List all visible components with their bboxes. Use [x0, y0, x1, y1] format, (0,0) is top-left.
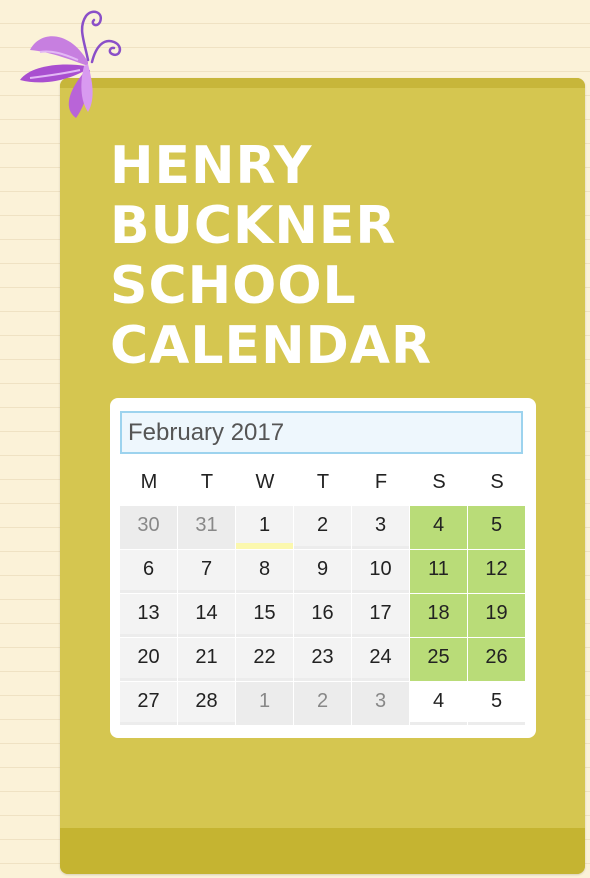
weekday-label: M [120, 460, 178, 504]
weekday-label: S [468, 460, 526, 504]
day-cell[interactable]: 4 [410, 682, 467, 725]
day-cell[interactable]: 11 [410, 550, 467, 593]
panel-bottom-strip [60, 828, 585, 874]
day-cell[interactable]: 25 [410, 638, 467, 681]
day-cell[interactable]: 15 [236, 594, 293, 637]
day-cell[interactable]: 5 [468, 682, 525, 725]
day-cell[interactable]: 1 [236, 506, 293, 549]
day-cell[interactable]: 17 [352, 594, 409, 637]
day-cell[interactable]: 21 [178, 638, 235, 681]
day-cell[interactable]: 4 [410, 506, 467, 549]
day-cell[interactable]: 2 [294, 506, 351, 549]
page-title: HENRY BUCKNER SCHOOL CALENDAR [110, 136, 550, 376]
weekday-label: T [178, 460, 236, 504]
title-line: BUCKNER [110, 196, 550, 256]
day-cell[interactable]: 18 [410, 594, 467, 637]
weekday-label: S [410, 460, 468, 504]
day-cell[interactable]: 6 [120, 550, 177, 593]
day-cell[interactable]: 3 [352, 506, 409, 549]
day-cell[interactable]: 2 [294, 682, 351, 725]
day-cell[interactable]: 14 [178, 594, 235, 637]
day-cell[interactable]: 28 [178, 682, 235, 725]
butterfly-icon [0, 0, 140, 130]
day-cell[interactable]: 5 [468, 506, 525, 549]
day-cell[interactable]: 23 [294, 638, 351, 681]
title-line: HENRY [110, 136, 550, 196]
weekday-label: W [236, 460, 294, 504]
day-cell[interactable]: 10 [352, 550, 409, 593]
title-line: CALENDAR [110, 316, 550, 376]
day-cell[interactable]: 16 [294, 594, 351, 637]
day-cell[interactable]: 1 [236, 682, 293, 725]
day-cell[interactable]: 12 [468, 550, 525, 593]
day-cell[interactable]: 9 [294, 550, 351, 593]
weekday-label: F [352, 460, 410, 504]
day-cell[interactable]: 26 [468, 638, 525, 681]
day-cell[interactable]: 3 [352, 682, 409, 725]
day-cell[interactable]: 7 [178, 550, 235, 593]
day-cell[interactable]: 19 [468, 594, 525, 637]
day-grid: 30 31 1 2 3 4 5 6 7 8 9 10 11 12 13 14 15 16 17 18 19 20 21 22 2… [120, 506, 526, 728]
day-cell[interactable]: 31 [178, 506, 235, 549]
month-year-input[interactable] [120, 411, 523, 454]
title-line: SCHOOL [110, 256, 550, 316]
day-cell[interactable]: 22 [236, 638, 293, 681]
day-cell[interactable]: 30 [120, 506, 177, 549]
day-cell[interactable]: 20 [120, 638, 177, 681]
day-cell[interactable]: 24 [352, 638, 409, 681]
day-cell[interactable]: 8 [236, 550, 293, 593]
weekday-label: T [294, 460, 352, 504]
day-cell[interactable]: 27 [120, 682, 177, 725]
day-cell[interactable]: 13 [120, 594, 177, 637]
